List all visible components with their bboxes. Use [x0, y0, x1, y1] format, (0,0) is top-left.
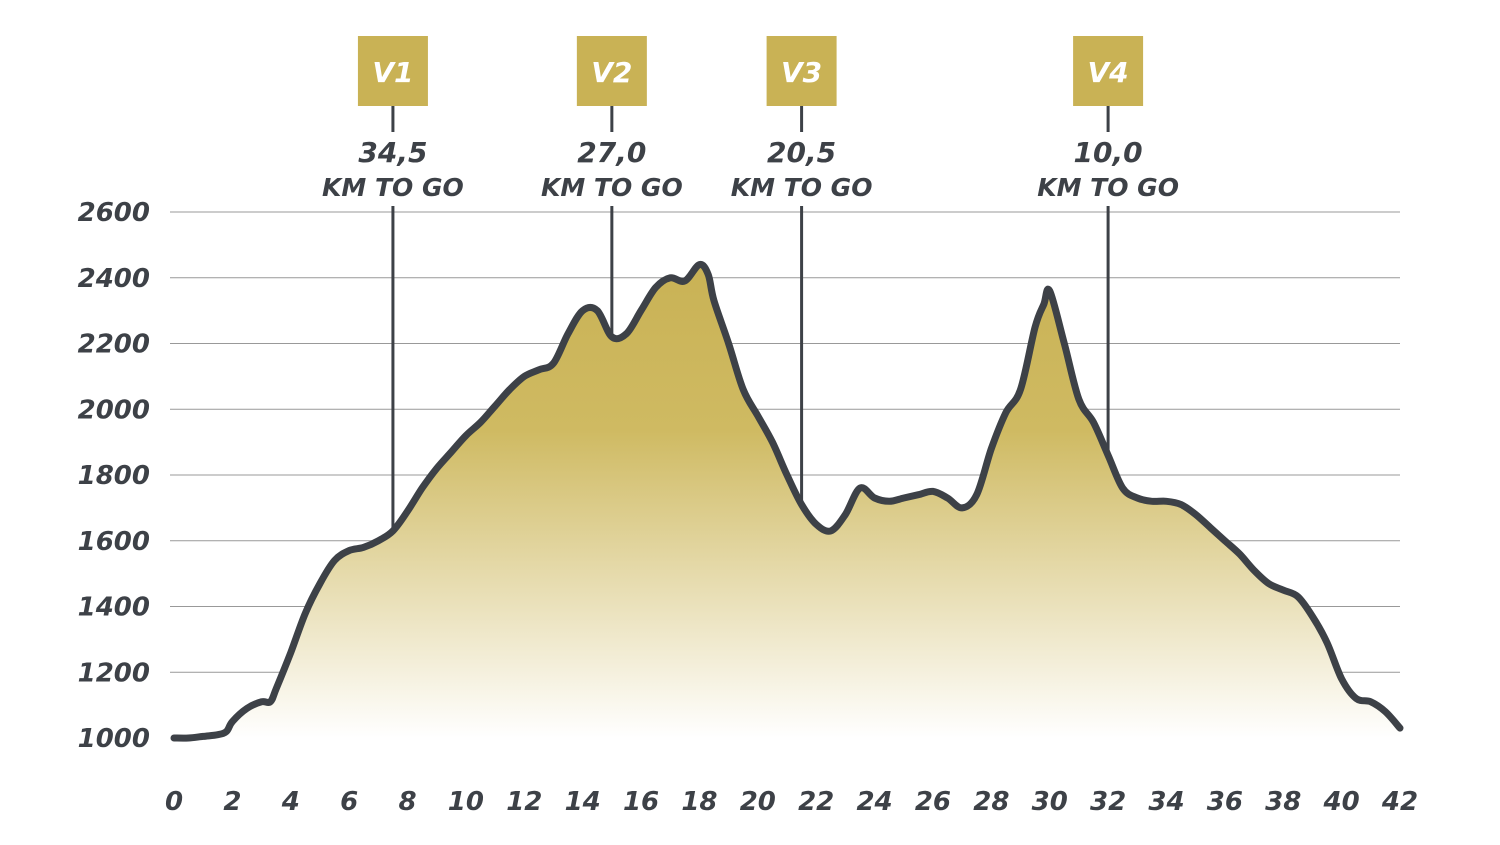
- waypoints: V1 34,5 KM TO GO V2 27,0 KM TO GO V3 20,5 KM TO …: [322, 36, 1179, 531]
- x-tick-label: 34: [1148, 787, 1184, 817]
- waypoint-distance: 10,0: [1074, 136, 1143, 169]
- waypoint-badge: [766, 36, 837, 106]
- waypoint-v3: V3 20,5 KM TO GO: [731, 36, 873, 505]
- x-tick-label: 10: [448, 787, 484, 817]
- y-tick-label: 2400: [78, 264, 150, 294]
- waypoint-v1: V1 34,5 KM TO GO: [322, 36, 464, 531]
- waypoint-v4: V4 10,0 KM TO GO: [1037, 36, 1179, 456]
- y-axis-tick-labels: 1000 1200 1400 1600 1800 2000 2200 2400 2600: [78, 198, 150, 754]
- x-tick-label: 6: [340, 787, 358, 817]
- waypoint-unit: KM TO GO: [541, 173, 683, 202]
- x-tick-label: 4: [281, 787, 300, 817]
- y-tick-label: 1600: [78, 527, 150, 557]
- y-tick-label: 1800: [78, 461, 150, 491]
- y-tick-label: 2600: [78, 198, 150, 228]
- waypoint-unit: KM TO GO: [731, 173, 873, 202]
- waypoint-badge: [357, 36, 428, 106]
- waypoint-v2: V2 27,0 KM TO GO: [541, 36, 683, 337]
- waypoint-distance: 34,5: [358, 136, 427, 169]
- x-tick-label: 36: [1207, 787, 1243, 817]
- waypoint-label: V1: [372, 56, 413, 89]
- waypoint-badge: [1073, 36, 1144, 106]
- x-tick-label: 0: [165, 787, 183, 817]
- x-tick-label: 24: [856, 787, 892, 817]
- y-tick-label: 2000: [78, 395, 150, 425]
- waypoint-unit: KM TO GO: [322, 173, 464, 202]
- y-tick-label: 1200: [78, 658, 150, 688]
- x-tick-label: 38: [1265, 787, 1301, 817]
- x-tick-label: 12: [506, 787, 542, 817]
- waypoint-distance: 27,0: [577, 136, 646, 169]
- x-tick-label: 18: [681, 787, 717, 817]
- x-tick-label: 16: [623, 787, 659, 817]
- x-tick-label: 40: [1323, 787, 1360, 817]
- x-tick-label: 8: [398, 787, 416, 817]
- x-tick-label: 22: [798, 787, 834, 817]
- x-tick-label: 2: [223, 787, 241, 817]
- x-tick-label: 28: [973, 787, 1009, 817]
- elevation-area: [174, 264, 1400, 739]
- x-tick-label: 20: [740, 787, 776, 817]
- y-tick-label: 1400: [78, 593, 150, 623]
- x-axis-tick-labels: 0 2 4 6 8 10 12 14 16 18 20 22 24 26 28 30 32 34 36 38 40 42: [165, 787, 1418, 817]
- x-tick-label: 26: [915, 787, 951, 817]
- y-tick-label: 1000: [78, 724, 150, 754]
- waypoint-unit: KM TO GO: [1037, 173, 1179, 202]
- elevation-line: [170, 260, 1404, 742]
- x-tick-label: 14: [565, 787, 601, 817]
- waypoint-label: V3: [781, 56, 822, 89]
- waypoint-label: V4: [1088, 56, 1129, 89]
- waypoint-distance: 20,5: [767, 136, 836, 169]
- x-tick-label: 32: [1090, 787, 1126, 817]
- waypoint-badge: [576, 36, 647, 106]
- waypoint-label: V2: [591, 56, 632, 89]
- x-tick-label: 42: [1381, 787, 1418, 817]
- x-tick-label: 30: [1032, 787, 1068, 817]
- y-tick-label: 2200: [78, 330, 150, 360]
